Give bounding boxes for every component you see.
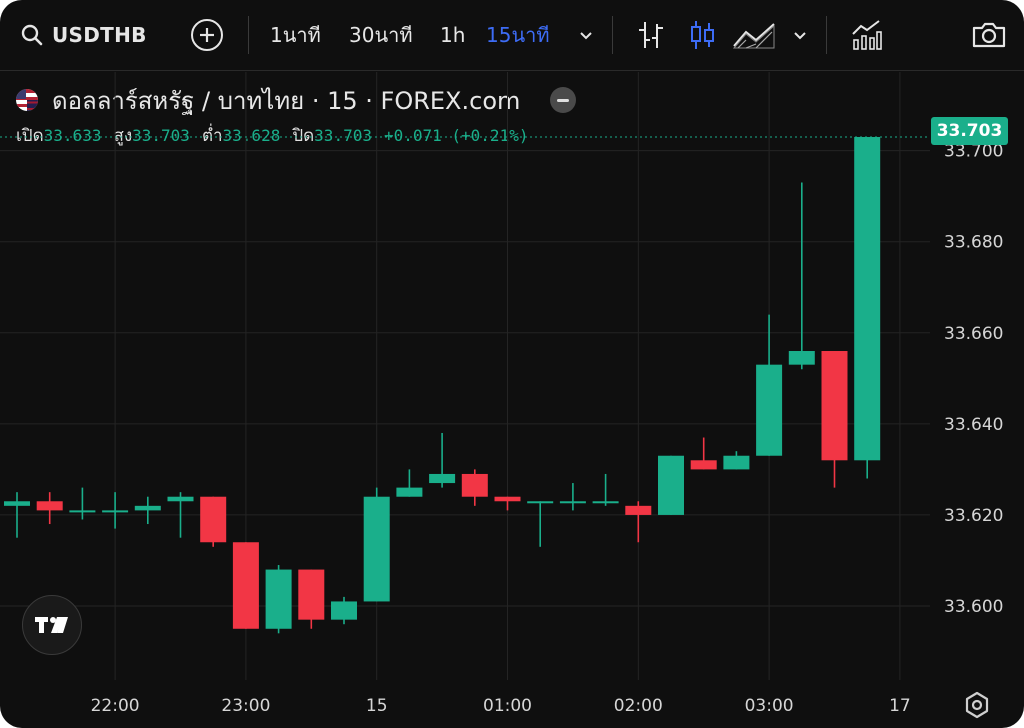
area-style-icon [732,23,775,49]
gear-icon [965,691,989,719]
toolbar-divider [612,16,613,54]
last-price-label: 33.703 [931,117,1008,145]
chevron-down-icon [580,32,592,40]
y-axis-tick-label: 33.660 [944,324,1003,344]
x-axis-tick-label: 17 [889,696,911,716]
candle-body [36,501,63,511]
candle-body [788,351,815,365]
toolbar: USDTHB 1นาที 30นาที 1h 15นาที [0,0,1024,71]
candle-body [363,496,390,602]
close-label: ปิด [292,125,315,146]
candle-body [298,569,325,620]
y-axis-tick-label: 33.600 [944,597,1003,617]
chevron-down-icon [794,32,806,40]
candle-body [200,496,227,543]
tradingview-logo-icon [35,617,68,633]
low-value: 33.628 [222,125,281,145]
indicators-icon [852,20,882,50]
ohlc-values: เปิด 33.633 สูง 33.703 ต่ำ 33.628 ปิด 33… [16,122,528,148]
candle-body [592,501,619,504]
collapse-legend-button[interactable] [550,87,577,113]
candle-body [690,460,717,470]
interval-1m[interactable]: 1นาที [270,23,321,47]
camera-icon [972,22,1006,48]
candle-body [494,496,521,502]
candle-body [559,501,586,504]
x-axis-tick-label: 02:00 [614,696,663,716]
indicators-button[interactable] [851,18,883,52]
candle-body [102,510,129,513]
close-value: 33.703 [314,125,372,145]
snapshot-button[interactable] [970,18,1008,52]
candle-body [69,510,96,513]
candle-body [331,601,357,620]
candle-body [821,351,848,461]
high-label: สูง [113,125,133,146]
change-value: +0.071 (+0.21%) [383,125,529,145]
candle-body [756,364,783,456]
symbol-label: USDTHB [52,23,147,47]
area-style-button[interactable] [732,18,776,52]
toolbar-divider [248,16,249,54]
y-axis-tick-label: 33.680 [944,233,1003,253]
y-axis-tick-label: 33.620 [944,506,1003,526]
candle-style-button[interactable] [688,18,718,52]
interval-dropdown[interactable] [577,18,595,52]
candle-body [625,505,652,515]
series-name: ดอลลาร์สหรัฐ / บาทไทย · 15 · FOREX.com [52,86,521,115]
bar-style-button[interactable] [636,18,666,52]
x-axis-tick-label: 01:00 [483,696,532,716]
search-icon [21,24,43,46]
x-axis-tick-label: 03:00 [745,696,794,716]
chart-settings-button[interactable] [962,690,992,720]
series-legend: ดอลลาร์สหรัฐ / บาทไทย · 15 · FOREX.com [16,82,577,118]
x-axis-tick-label: 15 [366,696,388,716]
interval-30m[interactable]: 30นาที [349,23,413,47]
open-value: 33.633 [43,125,102,145]
x-axis-tick-label: 23:00 [221,696,270,716]
candle-body [396,487,423,497]
candle-body [167,496,194,502]
low-label: ต่ำ [201,125,223,146]
candle-body [723,455,750,470]
candle-body [232,542,259,629]
candle-body [461,473,488,497]
candle-body [854,137,881,461]
usd-thb-flag-icon [16,89,38,111]
candle-style-icon [691,21,714,49]
candle-body [658,455,684,515]
add-compare-button[interactable] [190,18,224,52]
interval-15m-active[interactable]: 15นาที [486,23,550,47]
minus-icon [557,98,570,102]
y-axis-tick-label: 33.640 [944,415,1003,435]
open-label: เปิด [16,125,44,146]
x-axis-tick-label: 22:00 [91,696,140,716]
chart-style-dropdown[interactable] [791,18,809,52]
bar-style-icon [639,22,663,48]
candle-body [527,501,554,504]
candle-body [4,501,30,506]
tradingview-logo[interactable] [22,595,82,655]
candle-body [265,569,292,629]
high-value: 33.703 [132,125,190,145]
candle-body [429,473,456,484]
candle-body [134,505,161,511]
symbol-search[interactable]: USDTHB [20,18,147,52]
add-compare-icon [191,19,223,51]
toolbar-divider [826,16,827,54]
interval-1h[interactable]: 1h [440,23,466,47]
